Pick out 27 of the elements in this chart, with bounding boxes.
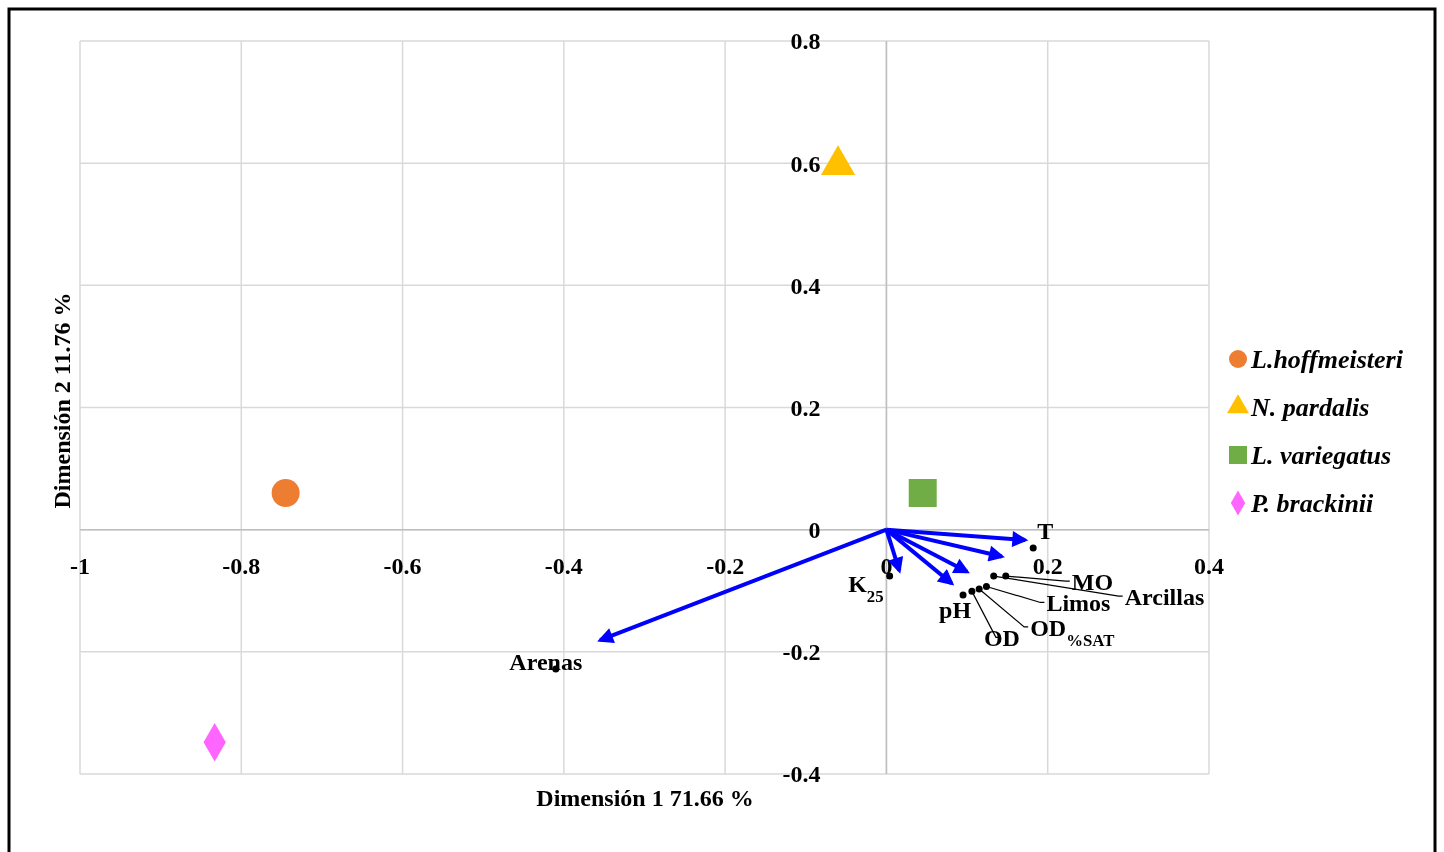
annotation: OD bbox=[983, 625, 1020, 652]
annotation: pH bbox=[939, 597, 972, 624]
x-axis-title: Dimensión 1 71.66 % bbox=[536, 785, 754, 811]
legend-label: L. variegatus bbox=[1250, 441, 1392, 471]
y-tick-label: -0.4 bbox=[782, 761, 821, 788]
y-tick-label: 0.2 bbox=[790, 394, 821, 421]
annotation: T bbox=[1037, 517, 1054, 544]
y-tick-label: -0.2 bbox=[782, 639, 821, 666]
y-tick-label: 0.4 bbox=[790, 272, 821, 299]
x-tick-label: -0.6 bbox=[383, 552, 422, 579]
legend-label: N. pardalis bbox=[1250, 393, 1370, 423]
x-tick-label: -0.2 bbox=[706, 552, 745, 579]
y-tick-label: 0.6 bbox=[790, 150, 821, 177]
x-tick-label: 0.4 bbox=[1194, 552, 1224, 579]
y-axis-title: Dimensión 2 11.76 % bbox=[49, 292, 75, 509]
legend-label: P. brackinii bbox=[1250, 489, 1375, 519]
x-tick-label: -0.4 bbox=[544, 552, 583, 579]
x-tick-label: 0.2 bbox=[1032, 552, 1063, 579]
x-tick-label: -1 bbox=[70, 552, 90, 579]
y-tick-label: 0.8 bbox=[790, 28, 821, 55]
y-tick-label: 0 bbox=[808, 517, 821, 544]
x-tick-label: 0 bbox=[880, 552, 893, 579]
x-tick-label: -0.8 bbox=[222, 552, 261, 579]
annotation: OD$_{%SAT}$ bbox=[1030, 614, 1115, 650]
legend-label: L.hoffmeisteri bbox=[1250, 345, 1404, 375]
annotation: Arcillas bbox=[1124, 584, 1205, 611]
annotation: Arenas bbox=[509, 648, 583, 675]
